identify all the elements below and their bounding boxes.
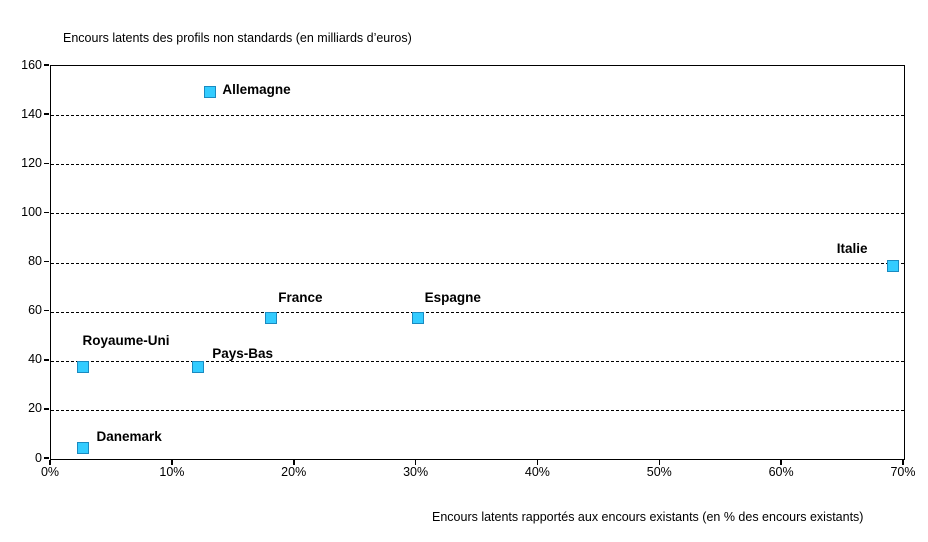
gridline [51,164,904,166]
y-tick-mark [44,408,49,410]
data-point-label-allemagne: Allemagne [222,81,291,97]
data-point-espagne [411,311,424,324]
gridline [51,115,904,117]
y-tick-label: 100 [21,204,42,219]
y-tick-label: 80 [28,254,42,268]
gridline [51,360,904,362]
y-tick-mark [44,162,49,164]
x-tick-label: 60% [768,465,794,479]
y-tick-mark [44,309,49,312]
data-point-france [265,311,278,324]
x-tick-mark [414,459,417,465]
x-tick-label: 50% [646,465,672,479]
gridline [51,213,904,215]
y-tick-mark [44,64,49,66]
data-point-label-france: France [278,289,323,305]
x-tick-mark [536,459,539,465]
x-tick-mark [293,459,295,465]
y-tick-label: 40 [28,352,42,367]
y-axis-title: Encours latents des profils non standard… [63,31,412,45]
gridline [51,262,904,264]
x-tick-mark [780,459,782,465]
y-tick-label: 60 [28,303,42,318]
x-tick-label: 20% [281,465,307,479]
data-point-allemagne [204,85,217,98]
x-tick-label: 0% [40,465,60,479]
plot-area: Allemagne Italie France Espagne Royaume-Uni P… [50,65,905,460]
x-tick-label: 10% [159,465,185,479]
gridline [51,409,904,411]
gridline [51,311,904,313]
y-tick-mark [44,457,49,459]
y-tick-label: 140 [21,106,42,121]
x-tick-label: 40% [524,465,550,479]
data-point-label-espagne: Espagne [424,289,481,305]
data-point-pays-bas [192,360,205,373]
x-tick-mark [49,459,51,465]
x-tick-mark [658,459,660,465]
y-tick-mark [44,211,49,214]
y-tick-label: 160 [21,57,42,72]
y-tick-label: 0 [35,450,42,465]
data-point-italie [886,260,899,272]
y-tick-mark [44,359,49,361]
x-tick-label: 70% [890,465,916,479]
data-point-label-italie: Italie [836,241,868,256]
y-tick-mark [44,260,49,263]
data-point-label-pays-bas: Pays-Bas [212,345,273,361]
x-axis-title: Encours latents rapportés aux encours ex… [432,510,864,524]
y-tick-mark [44,113,49,115]
data-point-label-danemark: Danemark [96,428,162,444]
x-tick-label: 30% [403,465,429,479]
data-point-danemark [76,441,89,454]
y-tick-label: 20 [28,401,42,416]
data-point-royaume-uni [76,360,89,373]
data-point-label-royaume-uni: Royaume-Uni [82,332,170,348]
x-tick-mark [171,459,173,465]
x-tick-mark [902,459,904,465]
y-tick-label: 120 [21,155,42,170]
